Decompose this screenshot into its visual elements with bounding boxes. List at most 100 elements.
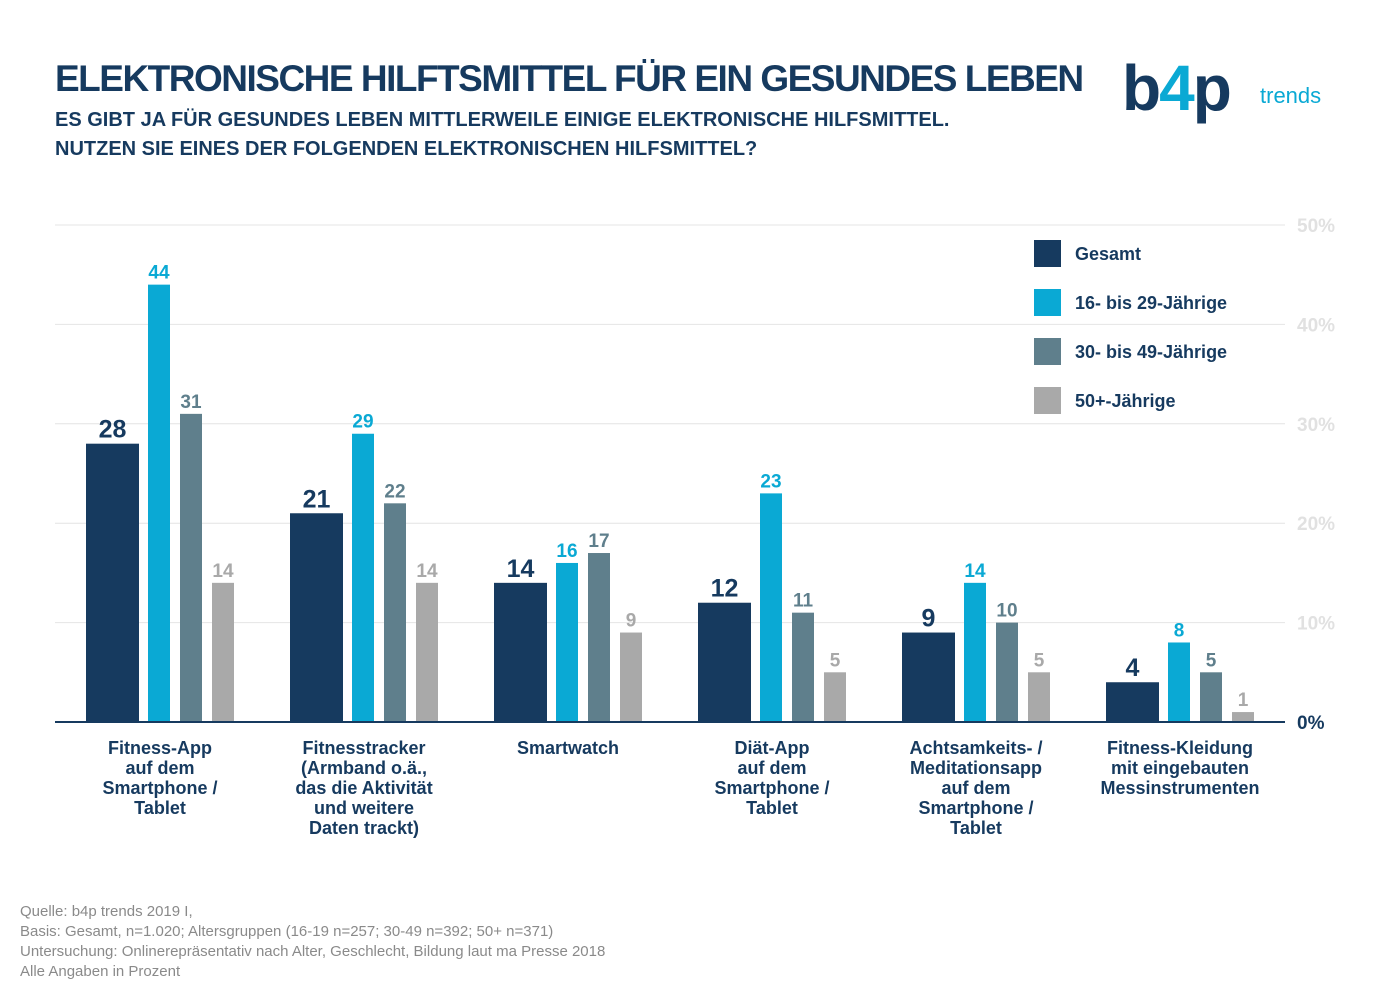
bar-4-3 [1028, 672, 1050, 722]
category-label-5: Fitness-Kleidung mit eingebauten Messinstr… [1100, 738, 1259, 798]
value-label-5-2: 5 [1206, 650, 1217, 671]
bar-4-1 [964, 582, 986, 722]
bar-2-3 [620, 632, 642, 722]
category-label-3-line-1: auf dem [737, 758, 806, 778]
bar-0-1 [148, 284, 170, 722]
category-label-2-line-0: Smartwatch [517, 738, 619, 758]
footnotes: Quelle: b4p trends 2019 I, Basis: Gesamt… [20, 902, 605, 982]
value-label-1-3: 14 [416, 561, 438, 582]
category-label-0-line-0: Fitness-App [108, 738, 212, 758]
value-label-4-3: 5 [1034, 650, 1045, 671]
category-label-1-line-1: (Armband o.ä., [301, 758, 427, 778]
bar-3-2 [792, 612, 814, 722]
category-label-4-line-4: Tablet [950, 818, 1002, 838]
category-label-3-line-3: Tablet [746, 798, 798, 818]
bar-0-2 [180, 413, 202, 722]
chart-subtitle: ES GIBT JA FÜR GESUNDES LEBEN MITTLERWEI… [55, 106, 950, 164]
value-label-4-2: 10 [996, 601, 1017, 622]
value-label-4-1: 14 [964, 561, 986, 582]
category-label-2: Smartwatch [517, 738, 619, 758]
category-label-5-line-2: Messinstrumenten [1100, 778, 1259, 798]
logo-letter-b: b [1122, 52, 1161, 124]
bar-1-2 [384, 503, 406, 722]
bar-3-0 [698, 602, 751, 722]
logo-letter-p: p [1192, 52, 1232, 124]
category-label-4-line-1: Meditationsapp [910, 758, 1042, 778]
category-label-1-line-3: und weitere [314, 798, 414, 818]
logo-tagline: trends [1260, 83, 1322, 108]
chart-title: ELEKTRONISCHE HILFTSMITTEL FÜR EIN GESUN… [55, 58, 1084, 99]
category-label-5-line-1: mit eingebauten [1111, 758, 1249, 778]
value-label-2-3: 9 [626, 611, 637, 632]
value-label-3-2: 11 [793, 591, 814, 612]
y-tick-4: 40% [1297, 315, 1335, 336]
value-label-2-2: 17 [588, 531, 609, 552]
category-label-0-line-1: auf dem [125, 758, 194, 778]
value-label-3-3: 5 [830, 650, 841, 671]
b4p-trends-logo: b4p trends [1122, 50, 1362, 130]
y-tick-0: 0% [1297, 713, 1325, 734]
category-label-0: Fitness-App auf dem Smartphone / Tablet [102, 738, 217, 818]
bar-3-1 [760, 493, 782, 722]
y-axis-ticks: 0% 10% 20% 30% 40% 50% [1297, 216, 1335, 734]
subtitle-line-1: ES GIBT JA FÜR GESUNDES LEBEN MITTLERWEI… [55, 109, 950, 131]
legend: Gesamt 16- bis 29-Jährige 30- bis 49-Jähri… [1034, 240, 1227, 414]
category-label-3: Diät-App auf dem Smartphone / Tablet [714, 738, 829, 818]
category-label-1: Fitnesstracker (Armband o.ä., das die Akti… [295, 738, 432, 838]
category-label-0-line-2: Smartphone / [102, 778, 217, 798]
legend-label-0: Gesamt [1075, 244, 1141, 264]
bar-4-0 [902, 632, 955, 722]
value-label-5-3: 1 [1238, 690, 1249, 711]
y-tick-3: 30% [1297, 415, 1335, 436]
category-label-1-line-4: Daten trackt) [309, 818, 419, 838]
category-label-4-line-0: Achtsamkeits- / [909, 738, 1042, 758]
bar-1-0 [290, 513, 343, 722]
legend-label-3: 50+-Jährige [1075, 391, 1176, 411]
footnote-source: Quelle: b4p trends 2019 I, [20, 903, 193, 920]
value-label-4-0: 9 [922, 605, 936, 633]
value-label-3-1: 23 [760, 471, 781, 492]
legend-label-2: 30- bis 49-Jährige [1075, 342, 1227, 362]
legend-label-1: 16- bis 29-Jährige [1075, 293, 1227, 313]
category-label-4-line-2: auf dem [941, 778, 1010, 798]
category-label-0-line-3: Tablet [134, 798, 186, 818]
value-label-1-0: 21 [303, 485, 331, 513]
y-tick-5: 50% [1297, 216, 1335, 237]
footnote-basis: Basis: Gesamt, n=1.020; Altersgruppen (1… [20, 923, 554, 940]
bar-5-0 [1106, 682, 1159, 722]
value-label-0-2: 31 [180, 392, 202, 413]
value-label-1-2: 22 [384, 481, 405, 502]
bar-2-0 [494, 582, 547, 722]
bar-3-3 [824, 672, 846, 722]
value-label-0-1: 44 [148, 263, 170, 284]
value-label-3-0: 12 [711, 575, 739, 603]
legend-swatch-3 [1034, 387, 1061, 414]
bar-5-2 [1200, 672, 1222, 722]
subtitle-line-2: NUTZEN SIE EINES DER FOLGENDEN ELEKTRONI… [55, 138, 758, 160]
bar-4-2 [996, 622, 1018, 722]
bar-0-0 [86, 443, 139, 722]
bar-5-1 [1168, 642, 1190, 722]
bar-5-3 [1232, 712, 1254, 722]
logo-letter-4: 4 [1159, 52, 1195, 124]
value-label-2-1: 16 [556, 541, 577, 562]
legend-swatch-0 [1034, 240, 1061, 267]
value-label-2-0: 14 [507, 555, 535, 583]
bar-2-2 [588, 553, 610, 722]
category-label-3-line-0: Diät-App [735, 738, 810, 758]
category-label-3-line-2: Smartphone / [714, 778, 829, 798]
y-tick-2: 20% [1297, 514, 1335, 535]
bar-2-1 [556, 562, 578, 722]
legend-swatch-1 [1034, 289, 1061, 316]
bars [86, 284, 1254, 722]
footnote-method: Untersuchung: Onlinerepräsentativ nach A… [20, 943, 606, 960]
category-label-4-line-3: Smartphone / [918, 798, 1033, 818]
bar-1-1 [352, 433, 374, 722]
bar-1-3 [416, 582, 438, 722]
category-label-1-line-0: Fitnesstracker [302, 738, 425, 758]
category-label-5-line-0: Fitness-Kleidung [1107, 738, 1253, 758]
logo-wordmark: b4p [1122, 50, 1232, 126]
bar-0-3 [212, 582, 234, 722]
